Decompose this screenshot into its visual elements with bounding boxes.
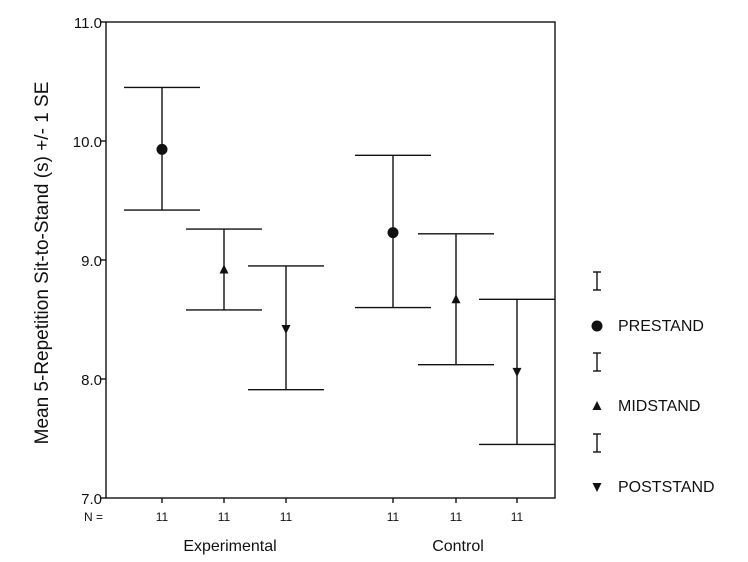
- n-prefix-label: N =: [84, 510, 103, 524]
- poststand-experimental-mean-point: [281, 325, 291, 335]
- legend-prestand-marker: [591, 320, 603, 332]
- data-marks: [124, 86, 555, 446]
- poststand-control-mean-point: [512, 367, 522, 377]
- legend-poststand-label: POSTSTAND: [618, 479, 715, 496]
- legend-poststand-marker: [592, 483, 602, 492]
- group-label-experimental: Experimental: [183, 538, 276, 555]
- y-tick-label-3: 10.0: [73, 134, 102, 151]
- group-labels: Experimental Control: [183, 538, 483, 555]
- poststand-control-n-label: 11: [511, 510, 524, 524]
- legend: PRESTAND MIDSTAND POSTSTAND: [591, 271, 715, 496]
- prestand-control-n-label: 11: [387, 510, 400, 524]
- y-axis-title: Mean 5-Repetition Sit-to-Stand (s) +/- 1…: [32, 82, 53, 445]
- prestand-control-mean-point: [387, 227, 399, 239]
- y-tick-label-1: 8.0: [81, 372, 102, 389]
- midstand-experimental-n-label: 11: [218, 510, 231, 524]
- y-tick-label-2: 9.0: [81, 253, 102, 270]
- legend-midstand-label: MIDSTAND: [618, 398, 700, 415]
- midstand-control-mean-point: [451, 294, 461, 304]
- midstand-control-n-label: 11: [450, 510, 463, 524]
- legend-prestand-label: PRESTAND: [618, 318, 704, 335]
- y-tick-label-4: 11.0: [74, 15, 102, 32]
- legend-midstand-marker: [592, 401, 602, 410]
- n-labels: 11 11 11 11 11 11: [156, 498, 524, 524]
- prestand-experimental-mean-point: [156, 143, 168, 155]
- group-label-control: Control: [432, 538, 484, 555]
- prestand-experimental-n-label: 11: [156, 510, 169, 524]
- y-tick-label-0: 7.0: [81, 491, 102, 508]
- y-axis: 7.0 8.0 9.0 10.0 11.0: [73, 15, 106, 508]
- plot-frame: [105, 21, 556, 499]
- poststand-experimental-n-label: 11: [280, 510, 293, 524]
- midstand-experimental-mean-point: [219, 264, 229, 274]
